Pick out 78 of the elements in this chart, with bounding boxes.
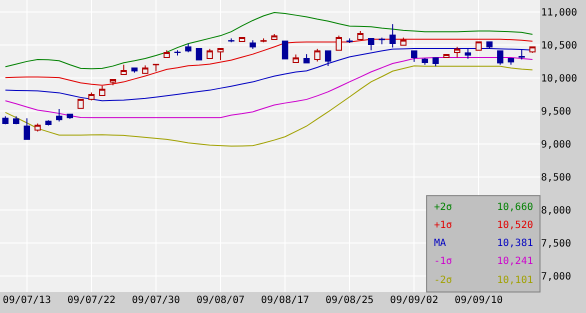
candlestick bbox=[497, 50, 504, 66]
y-tick-label: 8,500 bbox=[541, 172, 572, 184]
candlestick bbox=[260, 38, 267, 43]
candlestick bbox=[378, 37, 386, 45]
candlestick bbox=[432, 57, 439, 67]
text: -1σ bbox=[434, 256, 452, 267]
candlestick bbox=[2, 116, 9, 125]
text: +1σ bbox=[434, 220, 452, 231]
candlestick bbox=[45, 120, 52, 126]
candlestick bbox=[422, 58, 428, 66]
y-tick-label: 8,000 bbox=[541, 206, 572, 217]
candlestick bbox=[271, 34, 278, 40]
candlestick bbox=[185, 43, 192, 53]
candlestick bbox=[206, 48, 213, 59]
candlestick bbox=[464, 48, 472, 60]
candlestick bbox=[78, 98, 84, 109]
annotation: 10,381 bbox=[497, 238, 534, 249]
annotation: 10,660 bbox=[497, 202, 534, 213]
candlestick bbox=[443, 54, 450, 58]
line-series bbox=[4, 65, 533, 147]
y-tick-label: 9,500 bbox=[541, 106, 572, 118]
candlestick bbox=[174, 50, 181, 56]
x-tick-label: 09/09/10 bbox=[454, 295, 503, 306]
candlestick bbox=[131, 68, 138, 74]
candlestick bbox=[196, 48, 202, 60]
candlestick bbox=[508, 58, 514, 66]
candlestick bbox=[56, 108, 62, 122]
candlestick bbox=[411, 50, 418, 62]
candlestick bbox=[336, 35, 342, 51]
annotation: 10,520 bbox=[497, 220, 534, 231]
candlestick bbox=[13, 116, 20, 125]
candlestick bbox=[314, 48, 320, 62]
candlestick bbox=[368, 38, 374, 51]
x-tick-label: 09/08/17 bbox=[260, 295, 310, 306]
candlestick bbox=[476, 41, 482, 51]
candlestick bbox=[486, 41, 493, 50]
candlestick bbox=[324, 50, 332, 67]
candlestick bbox=[292, 54, 299, 63]
candlestick bbox=[282, 40, 288, 60]
candlestick bbox=[228, 38, 234, 43]
text: +2σ bbox=[434, 202, 452, 213]
y-tick-label: 9,000 bbox=[541, 140, 572, 151]
x-tick-label: 09/08/07 bbox=[196, 295, 245, 306]
y-tick-label: 10,500 bbox=[541, 40, 578, 52]
y-tick-label: 7,500 bbox=[541, 238, 572, 250]
line-series bbox=[4, 38, 533, 86]
x-tick-label: 09/08/25 bbox=[326, 295, 374, 306]
candlestick bbox=[389, 24, 396, 48]
x-tick-label: 09/09/02 bbox=[390, 295, 438, 306]
candlestick bbox=[238, 36, 246, 42]
candlestick bbox=[303, 54, 310, 64]
candlestick bbox=[400, 37, 407, 46]
x-tick-label: 09/07/22 bbox=[67, 295, 116, 306]
y-tick-label: 11,000 bbox=[541, 7, 578, 18]
candlestick bbox=[357, 30, 364, 40]
candlestick bbox=[250, 40, 256, 50]
candlestick bbox=[164, 50, 170, 58]
y-tick-label: 10,000 bbox=[541, 73, 578, 84]
candlestick bbox=[34, 123, 41, 132]
candlestick bbox=[529, 46, 536, 54]
text: -2σ bbox=[434, 275, 452, 286]
candlestick bbox=[152, 64, 160, 72]
annotation: 10,101 bbox=[497, 275, 534, 286]
candlestick bbox=[518, 49, 525, 60]
line-series bbox=[4, 12, 533, 70]
candlestick bbox=[142, 64, 148, 74]
x-tick-label: 09/07/30 bbox=[132, 295, 180, 306]
candlestick bbox=[217, 48, 224, 61]
candlestick bbox=[88, 92, 95, 101]
annotation: 10,241 bbox=[497, 256, 534, 267]
candlestick bbox=[120, 64, 127, 75]
text: MA bbox=[434, 238, 446, 249]
x-tick-label: 09/07/13 bbox=[2, 295, 51, 306]
candlestick bbox=[454, 46, 460, 58]
candlestick bbox=[24, 118, 30, 140]
y-tick-label: 7,000 bbox=[541, 272, 572, 283]
candlestick bbox=[99, 85, 106, 96]
line-series bbox=[4, 56, 533, 118]
